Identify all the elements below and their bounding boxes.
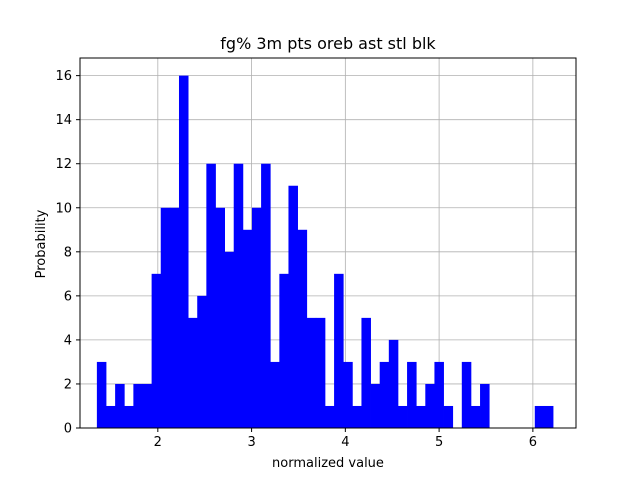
y-tick-label: 10 bbox=[55, 201, 72, 216]
histogram-bar bbox=[379, 361, 390, 428]
histogram-bar bbox=[461, 361, 472, 428]
histogram-bar bbox=[443, 405, 454, 428]
y-tick-label: 6 bbox=[64, 289, 72, 304]
chart-title: fg% 3m pts oreb ast stl blk bbox=[220, 34, 436, 53]
y-tick-label: 12 bbox=[55, 157, 72, 172]
histogram-bar bbox=[188, 317, 198, 428]
histogram-bar bbox=[434, 361, 444, 428]
histogram-bar bbox=[151, 273, 162, 428]
histogram-bar bbox=[206, 163, 216, 428]
y-tick-label: 8 bbox=[64, 245, 72, 260]
y-tick-label: 0 bbox=[64, 422, 72, 437]
histogram-bar bbox=[279, 273, 289, 428]
histogram-bar bbox=[270, 361, 280, 428]
histogram-bar bbox=[370, 383, 381, 428]
x-tick-label: 5 bbox=[435, 435, 443, 450]
x-axis-label: normalized value bbox=[272, 456, 384, 471]
histogram-bar bbox=[388, 339, 399, 428]
histogram-bar bbox=[343, 361, 353, 428]
histogram-bar bbox=[334, 273, 344, 428]
histogram-bar bbox=[142, 383, 153, 428]
histogram-bar bbox=[261, 163, 271, 428]
histogram-bar bbox=[124, 405, 134, 428]
histogram-bar bbox=[397, 405, 408, 428]
histogram-bar bbox=[160, 207, 171, 428]
y-tick-label: 2 bbox=[64, 377, 72, 392]
histogram-bar bbox=[242, 229, 253, 428]
histogram-bar bbox=[480, 383, 490, 428]
histogram-bar bbox=[534, 405, 545, 428]
x-tick-label: 4 bbox=[341, 435, 349, 450]
histogram-bar bbox=[470, 405, 481, 428]
histogram-bars bbox=[96, 75, 554, 428]
histogram-bar bbox=[115, 383, 125, 428]
histogram-bar bbox=[169, 207, 180, 428]
x-axis-ticks: 2 3 4 5 6 bbox=[154, 428, 537, 450]
histogram-bar bbox=[215, 207, 225, 428]
y-tick-label: 4 bbox=[64, 333, 72, 348]
histogram-bar bbox=[352, 405, 362, 428]
y-axis-ticks: 0 2 4 6 8 10 12 14 16 bbox=[55, 69, 80, 437]
histogram-bar bbox=[288, 185, 298, 428]
x-tick-label: 2 bbox=[154, 435, 162, 450]
histogram-bar bbox=[251, 207, 262, 428]
x-tick-label: 6 bbox=[529, 435, 537, 450]
histogram-bar bbox=[425, 383, 435, 428]
histogram-bar bbox=[133, 383, 143, 428]
histogram-bar bbox=[178, 75, 189, 428]
histogram-bar bbox=[306, 317, 317, 428]
plot-frame bbox=[79, 57, 577, 429]
histogram-bar bbox=[543, 405, 554, 428]
y-axis-label: Probability bbox=[34, 209, 49, 278]
histogram-bar bbox=[361, 317, 371, 428]
histogram-bar bbox=[224, 251, 235, 428]
histogram-bar bbox=[96, 361, 107, 428]
y-tick-label: 14 bbox=[55, 113, 72, 128]
histogram-bar bbox=[297, 229, 308, 428]
histogram-bar bbox=[315, 317, 326, 428]
histogram-bar bbox=[416, 405, 426, 428]
histogram-bar bbox=[197, 295, 207, 428]
histogram-bar bbox=[324, 405, 335, 428]
histogram-bar bbox=[233, 163, 244, 428]
histogram-bar bbox=[106, 405, 116, 428]
x-tick-label: 3 bbox=[247, 435, 255, 450]
histogram-bar bbox=[407, 361, 417, 428]
y-tick-label: 16 bbox=[55, 69, 72, 84]
